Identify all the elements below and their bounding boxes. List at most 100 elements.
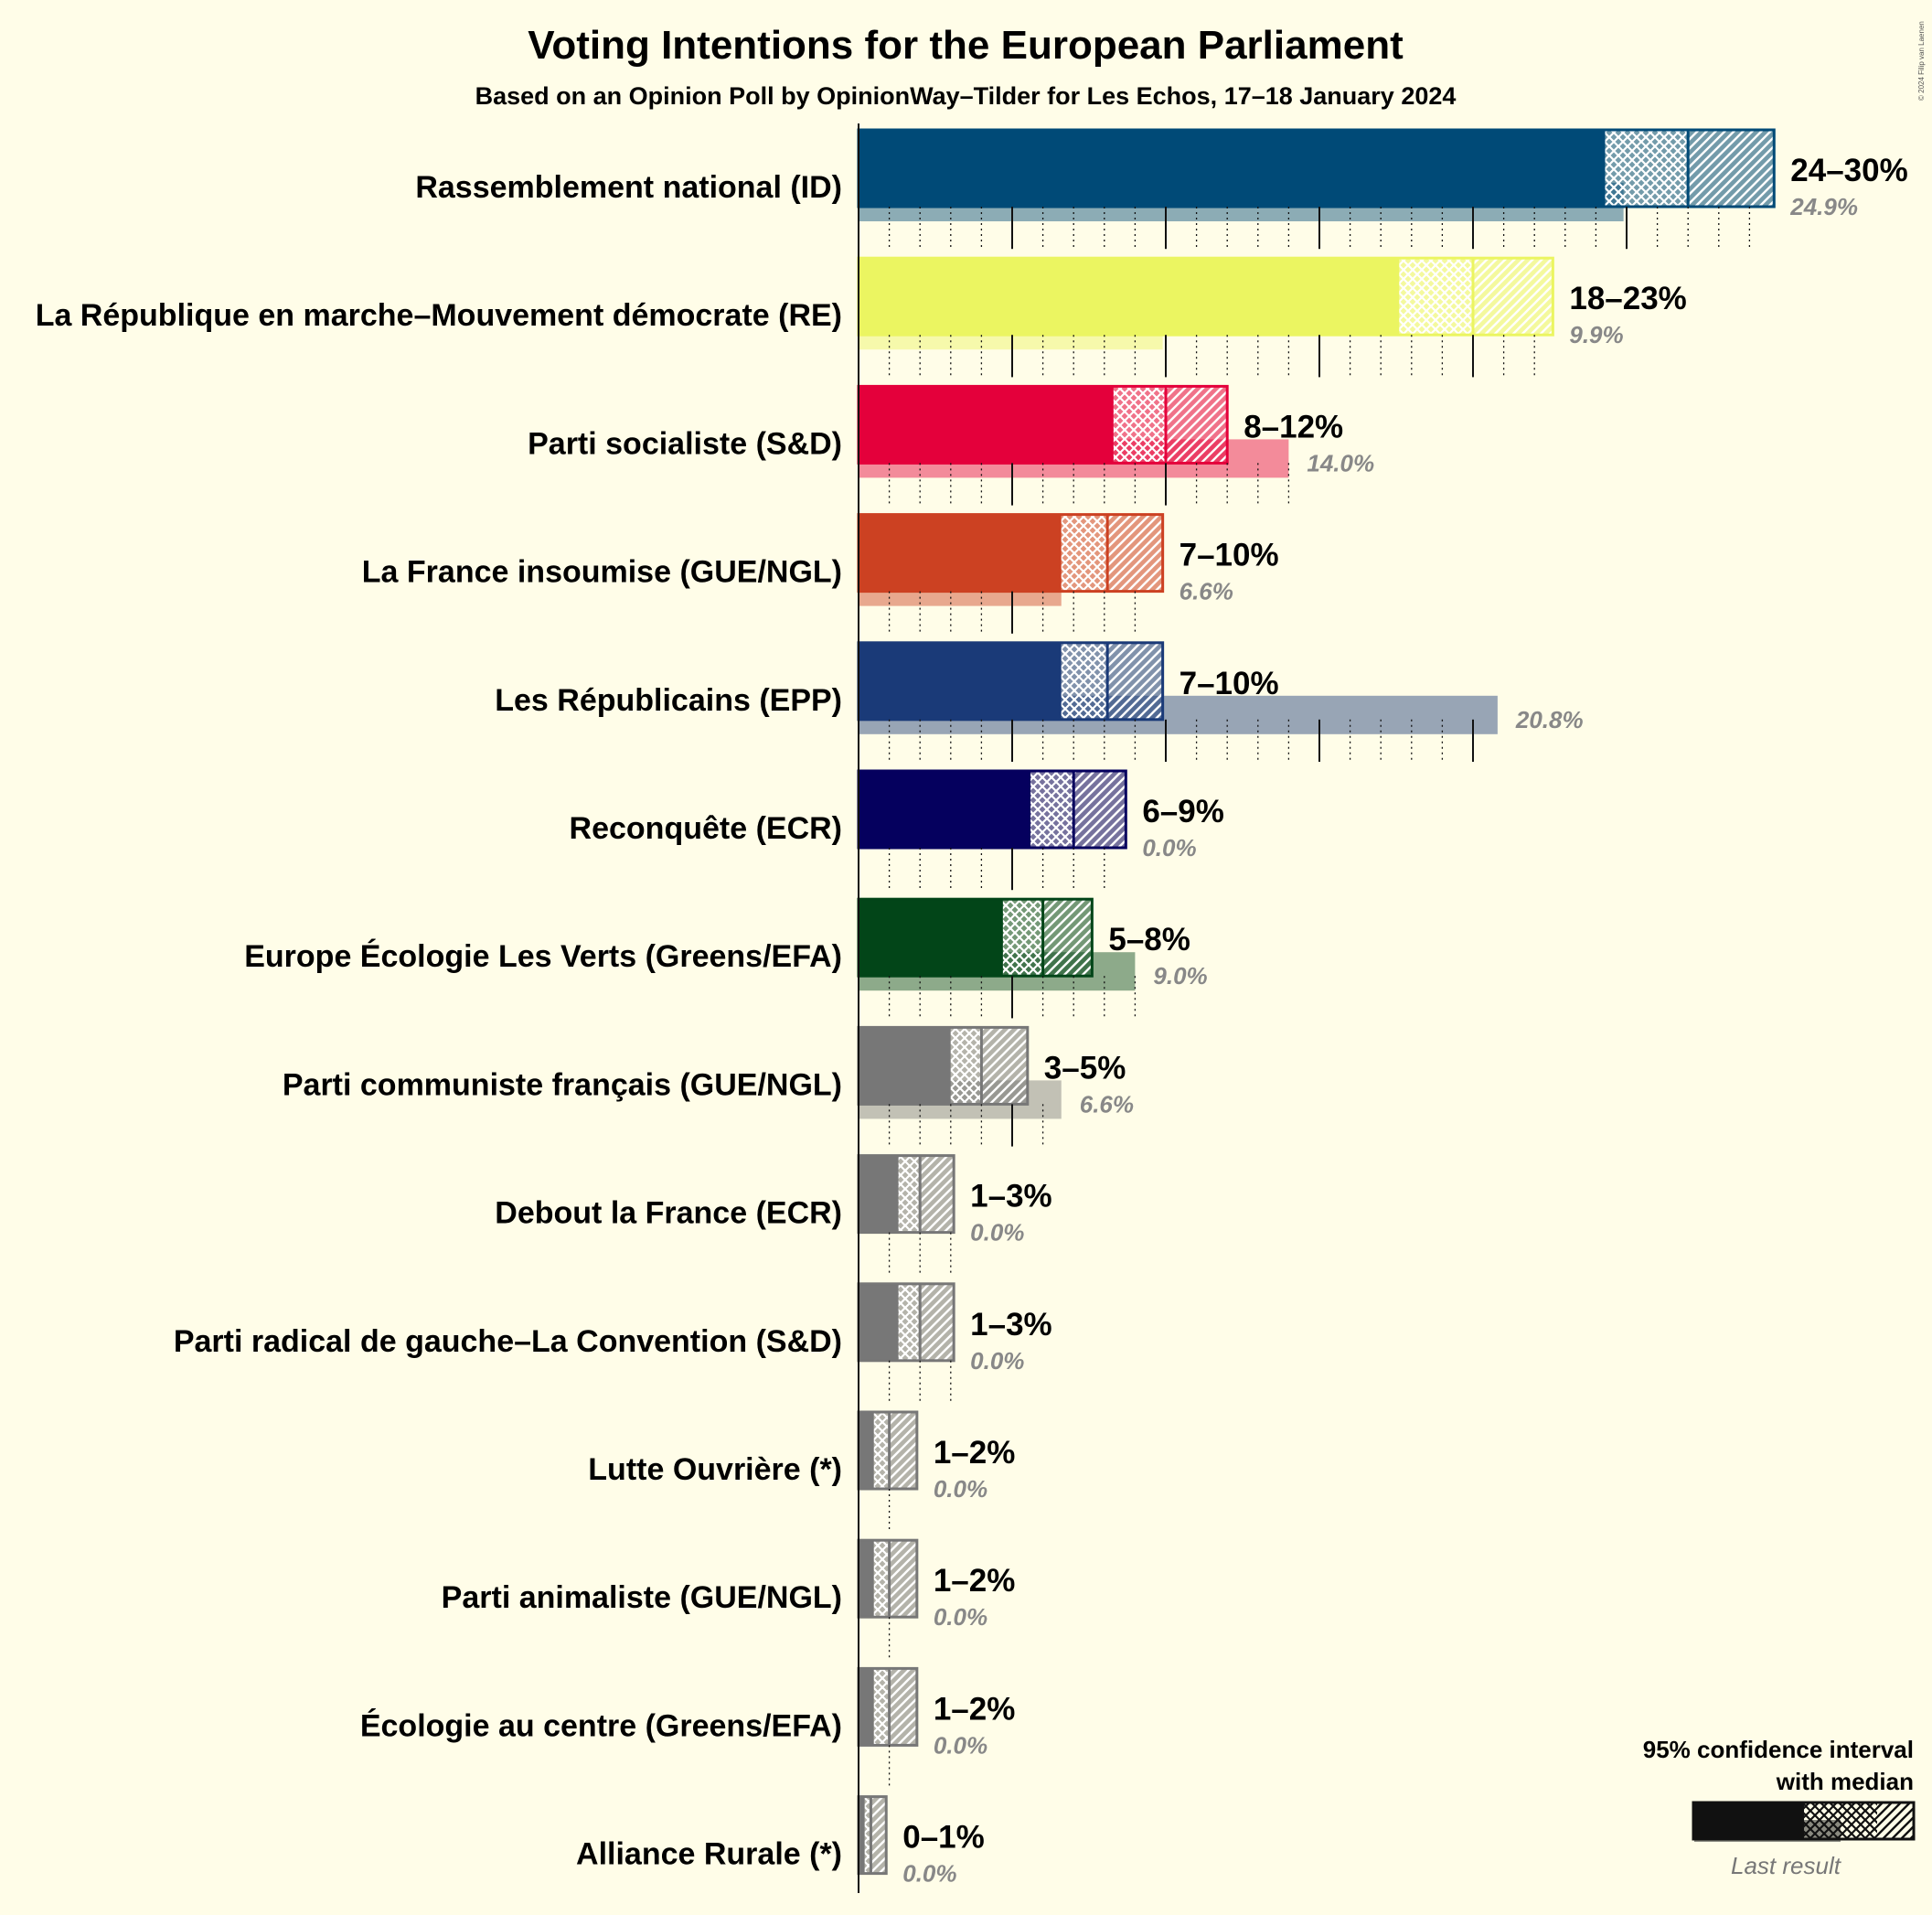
party-row: La République en marche–Mouvement démocr…: [36, 256, 1687, 378]
last-result-label: 0.0%: [970, 1219, 1024, 1246]
legend-line-2: with median: [1776, 1768, 1914, 1795]
party-row: Lutte Ouvrière (*) 1–2% 0.0%: [588, 1410, 1016, 1532]
last-result-label: 0.0%: [934, 1475, 987, 1503]
bar-ci-upper-hatch: [920, 1155, 955, 1233]
bar-ci-lower-hatch: [864, 1796, 871, 1874]
party-row: Parti animaliste (GUE/NGL) 1–2% 0.0%: [442, 1538, 1016, 1660]
bar-ci-lower-hatch: [873, 1540, 890, 1618]
bar-ci-lower-hatch: [898, 1155, 921, 1233]
bar-ci-upper-hatch: [1073, 771, 1126, 848]
party-label: Écologie au centre (Greens/EFA): [360, 1708, 842, 1743]
bar-solid: [859, 514, 1062, 592]
range-label: 0–1%: [902, 1820, 985, 1856]
bar-ci-lower-hatch: [1030, 771, 1074, 848]
party-row: Parti communiste français (GUE/NGL) 3–5% 6…: [283, 1025, 1134, 1147]
range-label: 1–3%: [970, 1307, 1052, 1343]
range-label: 1–3%: [970, 1179, 1052, 1214]
party-label: Alliance Rurale (*): [576, 1837, 842, 1872]
bar-ci-lower-hatch: [1113, 386, 1166, 464]
bar-ci-lower-hatch: [1399, 258, 1473, 336]
bar-solid: [859, 1283, 899, 1361]
legend: 95% confidence interval with median Last…: [1643, 1736, 1916, 1879]
legend-solid-bar: [1693, 1803, 1804, 1839]
party-label: Parti radical de gauche–La Convention (S…: [174, 1324, 842, 1359]
last-result-label: 20.8%: [1515, 706, 1584, 733]
bar-ci-upper-hatch: [1107, 642, 1163, 720]
party-label: Parti socialiste (S&D): [528, 426, 842, 461]
legend-line-1: 95% confidence interval: [1643, 1736, 1914, 1763]
bar-ci-lower-hatch: [1061, 642, 1108, 720]
bar-solid: [859, 1412, 874, 1489]
range-label: 18–23%: [1569, 281, 1686, 316]
party-label: La France insoumise (GUE/NGL): [362, 555, 842, 590]
party-label: Lutte Ouvrière (*): [588, 1452, 842, 1487]
last-result-label: 24.9%: [1789, 193, 1858, 220]
party-label: Reconquête (ECR): [570, 811, 842, 846]
last-result-label: 0.0%: [1142, 834, 1196, 861]
range-label: 7–10%: [1179, 666, 1279, 701]
bar-ci-upper-hatch: [889, 1412, 917, 1489]
range-label: 1–2%: [934, 1435, 1016, 1471]
legend-cross-hatch: [1804, 1803, 1877, 1839]
party-row: Reconquête (ECR) 6–9% 0.0%: [570, 769, 1224, 891]
bar-solid: [859, 899, 1003, 977]
party-label: Parti communiste français (GUE/NGL): [283, 1067, 842, 1102]
bar-solid: [859, 1027, 951, 1105]
party-label: Europe Écologie Les Verts (Greens/EFA): [244, 939, 842, 974]
bar-ci-upper-hatch: [920, 1283, 955, 1361]
bar-ci-upper-hatch: [889, 1540, 917, 1618]
bar-ci-upper-hatch: [1107, 514, 1163, 592]
bar-ci-upper-hatch: [1473, 258, 1553, 336]
party-row: Écologie au centre (Greens/EFA) 1–2% 0.0%: [360, 1666, 1016, 1788]
party-row: Alliance Rurale (*) 0–1% 0.0%: [576, 1795, 985, 1888]
bar-ci-upper-hatch: [1688, 130, 1775, 207]
bar-ci-upper-hatch: [870, 1796, 887, 1874]
range-label: 5–8%: [1108, 922, 1190, 958]
bar-solid: [859, 1668, 874, 1746]
last-result-label: 0.0%: [902, 1860, 956, 1888]
chart-title: Voting Intentions for the European Parli…: [528, 23, 1404, 68]
bar-ci-lower-hatch: [1605, 130, 1689, 207]
range-label: 6–9%: [1142, 794, 1224, 829]
last-result-label: 14.0%: [1307, 449, 1374, 476]
range-label: 3–5%: [1044, 1050, 1126, 1086]
bar-ci-lower-hatch: [950, 1027, 982, 1105]
bar-ci-upper-hatch: [981, 1027, 1028, 1105]
bar-solid: [859, 258, 1400, 336]
bar-ci-upper-hatch: [1042, 899, 1093, 977]
party-row: Europe Écologie Les Verts (Greens/EFA) 5–…: [244, 897, 1208, 1019]
party-label: La République en marche–Mouvement démocr…: [36, 298, 842, 333]
bar-ci-upper-hatch: [889, 1668, 917, 1746]
bar-solid: [859, 642, 1062, 720]
last-result-label: 6.6%: [1179, 578, 1233, 605]
bar-solid: [859, 386, 1114, 464]
last-result-label: 9.9%: [1569, 321, 1623, 348]
bar-solid: [859, 130, 1606, 207]
range-label: 7–10%: [1179, 538, 1279, 573]
chart-subtitle: Based on an Opinion Poll by OpinionWay–T…: [475, 82, 1457, 110]
legend-diagonal-hatch: [1877, 1803, 1914, 1839]
party-row: Parti radical de gauche–La Convention (S…: [174, 1282, 1052, 1403]
legend-outline: [1692, 1801, 1916, 1841]
last-result-label: 0.0%: [934, 1603, 987, 1631]
range-label: 1–2%: [934, 1563, 1016, 1599]
bar-solid: [859, 1155, 899, 1233]
bar-solid: [859, 1796, 865, 1874]
range-label: 1–2%: [934, 1691, 1016, 1727]
party-row: Debout la France (ECR) 1–3% 0.0%: [495, 1154, 1052, 1275]
bar-ci-lower-hatch: [873, 1668, 890, 1746]
range-label: 24–30%: [1790, 153, 1907, 188]
bar-solid: [859, 771, 1031, 848]
bar-rows: Rassemblement national (ID) 24–30% 24.9% La…: [36, 128, 1908, 1888]
last-result-label: 0.0%: [970, 1347, 1024, 1375]
bar-ci-lower-hatch: [898, 1283, 921, 1361]
last-result-label: 6.6%: [1080, 1090, 1134, 1118]
bar-solid: [859, 1540, 874, 1618]
bar-ci-upper-hatch: [1166, 386, 1228, 464]
last-result-label: 9.0%: [1153, 962, 1207, 990]
party-row: Rassemblement national (ID) 24–30% 24.9%: [415, 128, 1908, 250]
party-label: Les Républicains (EPP): [495, 683, 842, 718]
bar-ci-lower-hatch: [1061, 514, 1108, 592]
copyright-text: © 2024 Filip van Laenen: [1917, 21, 1926, 101]
